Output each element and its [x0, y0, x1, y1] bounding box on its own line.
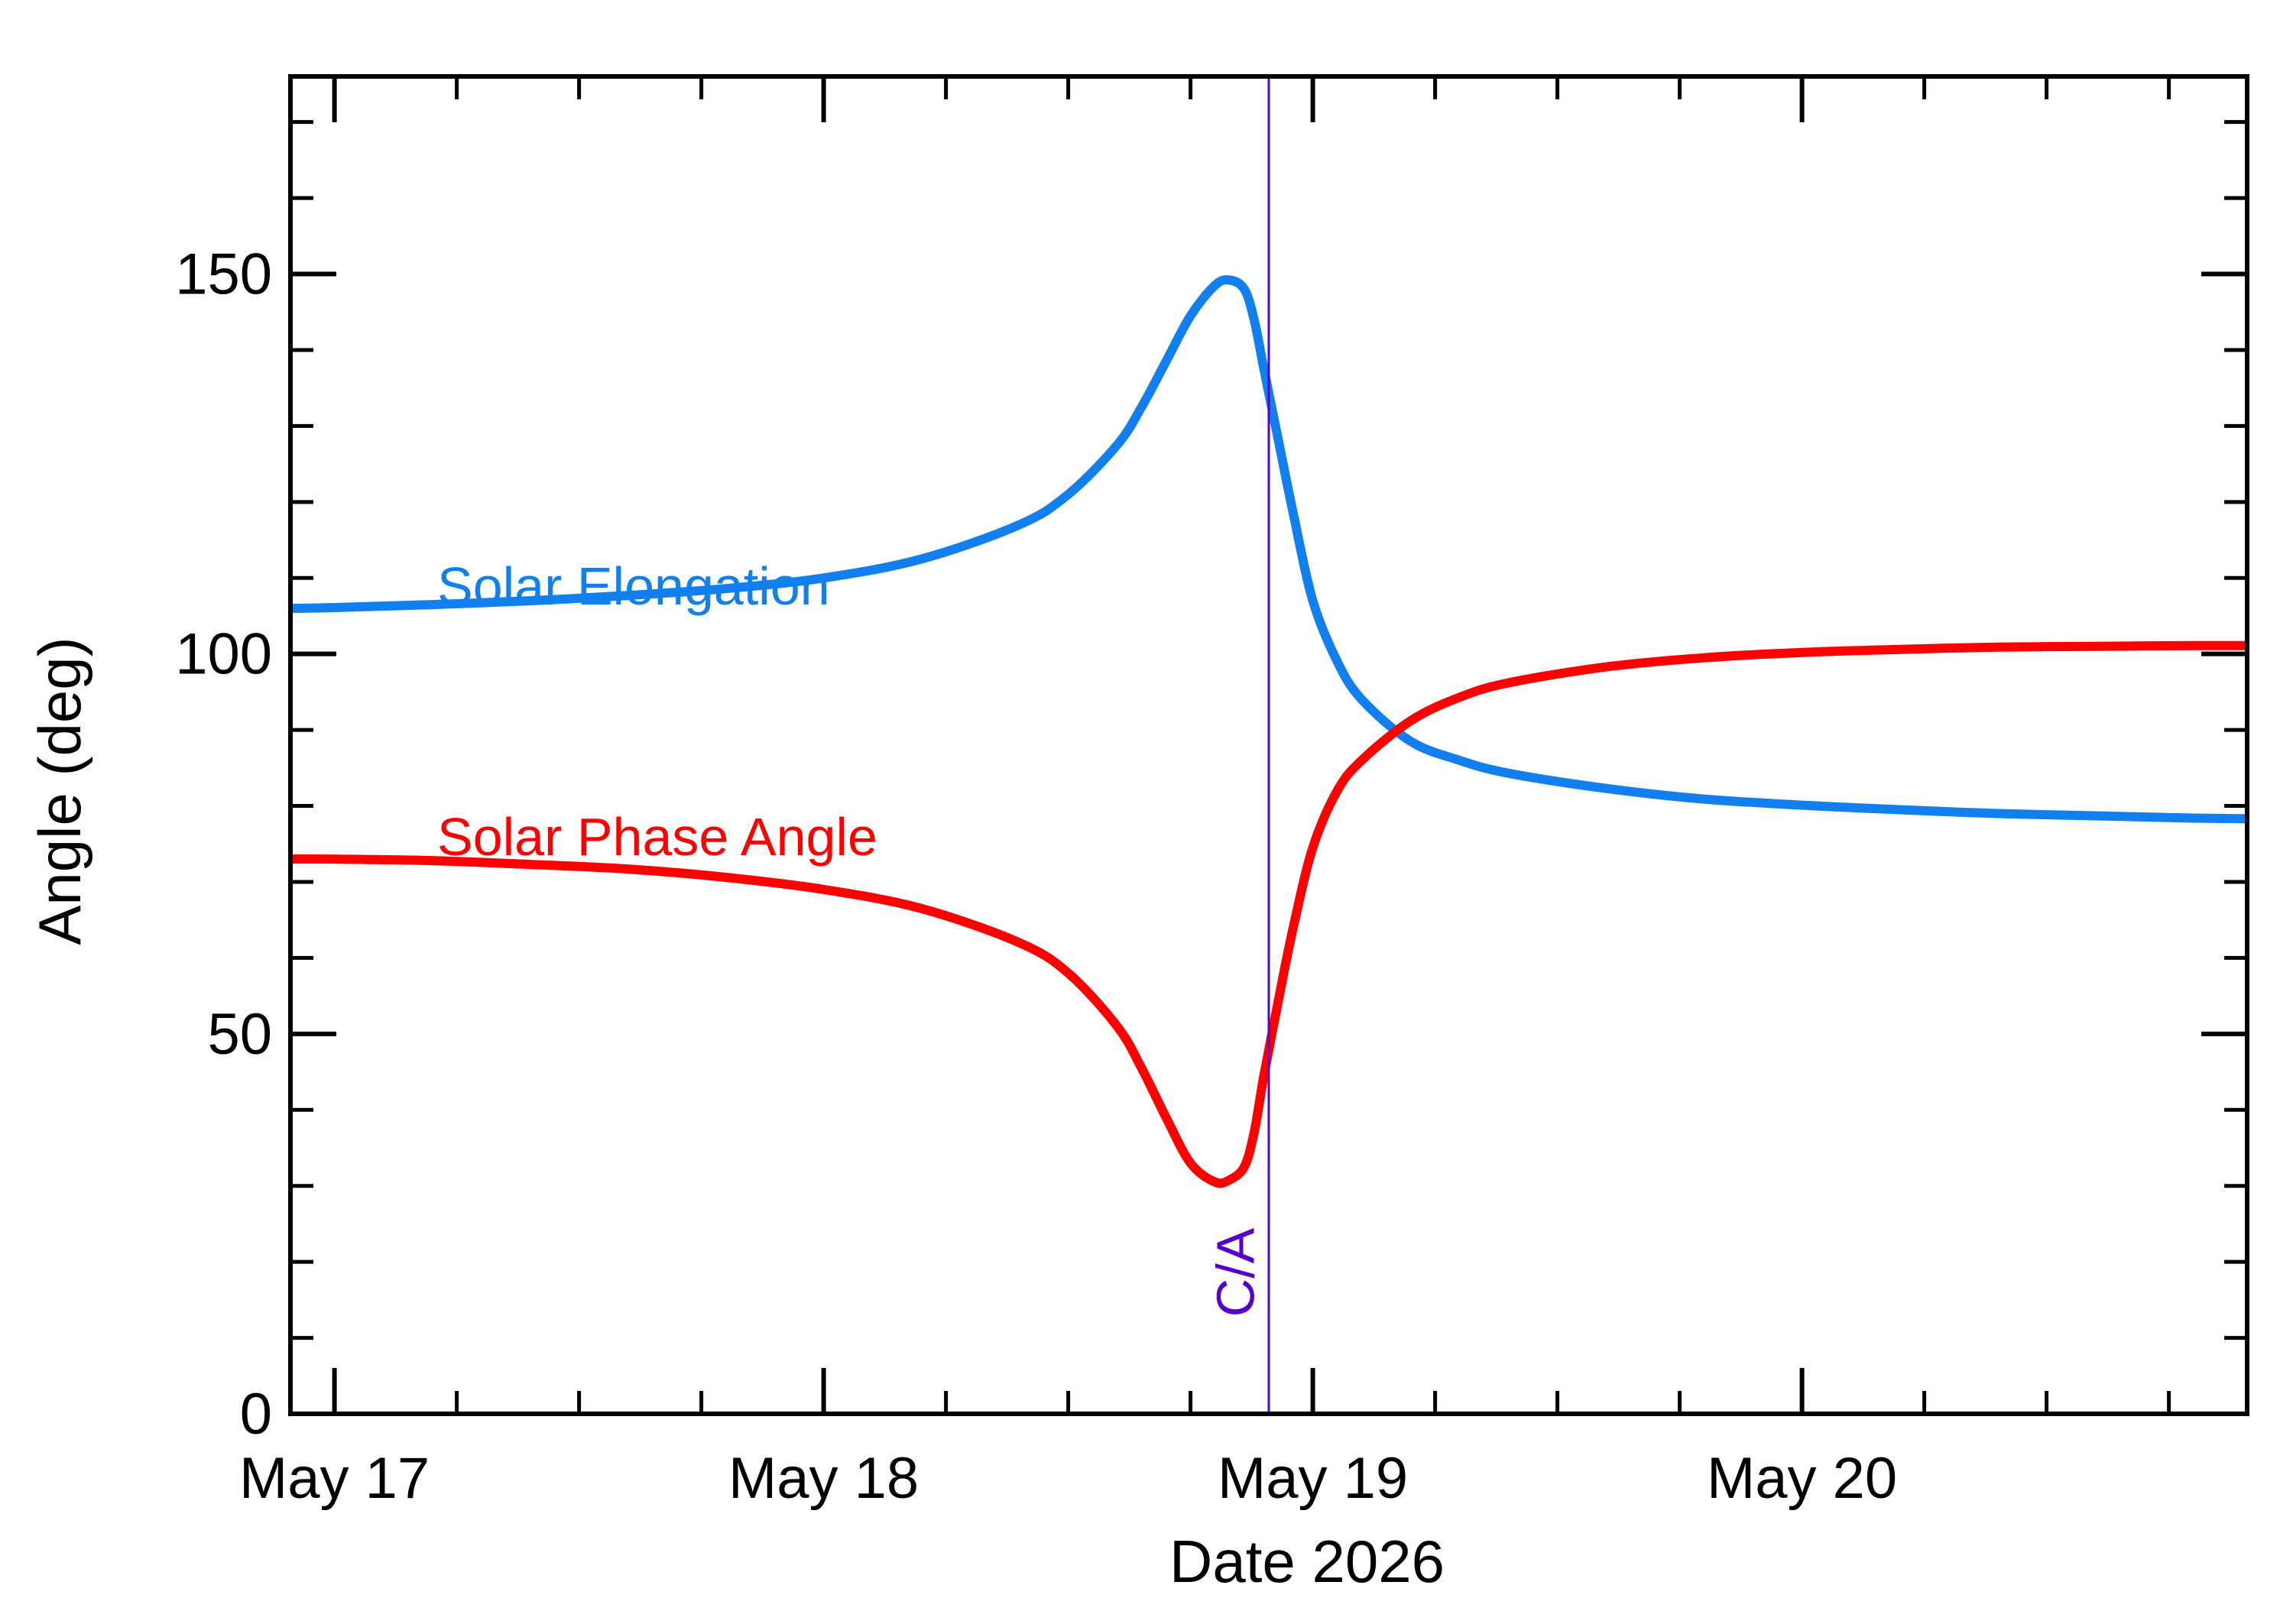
series-line-solar-phase-angle [290, 640, 2248, 1188]
y-axis-title: Angle (deg) [26, 637, 93, 945]
closest-approach-marker: C/A [1205, 76, 1270, 1414]
series-lines [290, 275, 2248, 1188]
x-tick-labels: May 17 May 18 May 19 May 20 [239, 1446, 1897, 1511]
x-axis-title: Date 2026 [1169, 1528, 1445, 1595]
series-label: Solar Phase Angle [437, 807, 877, 867]
x-tick-label: May 19 [1218, 1446, 1408, 1511]
y-tick-label: 150 [175, 242, 272, 307]
x-tick-label: May 17 [239, 1446, 430, 1511]
closest-approach-label: C/A [1205, 1227, 1265, 1317]
y-tick-label: 0 [240, 1382, 272, 1447]
x-tick-label: May 20 [1707, 1446, 1897, 1511]
y-tick-labels: 0 50 100 150 [175, 242, 272, 1447]
plot-frame [288, 74, 2249, 1416]
series-label: Solar Elongation [437, 556, 830, 616]
y-tick-label: 100 [175, 622, 272, 687]
y-tick-label: 50 [207, 1002, 272, 1067]
series-line-solar-elongation [290, 275, 2248, 824]
x-tick-label: May 18 [728, 1446, 919, 1511]
series-labels: Solar Elongation Solar Phase Angle [437, 556, 877, 867]
minor-ticks [290, 76, 2247, 1414]
